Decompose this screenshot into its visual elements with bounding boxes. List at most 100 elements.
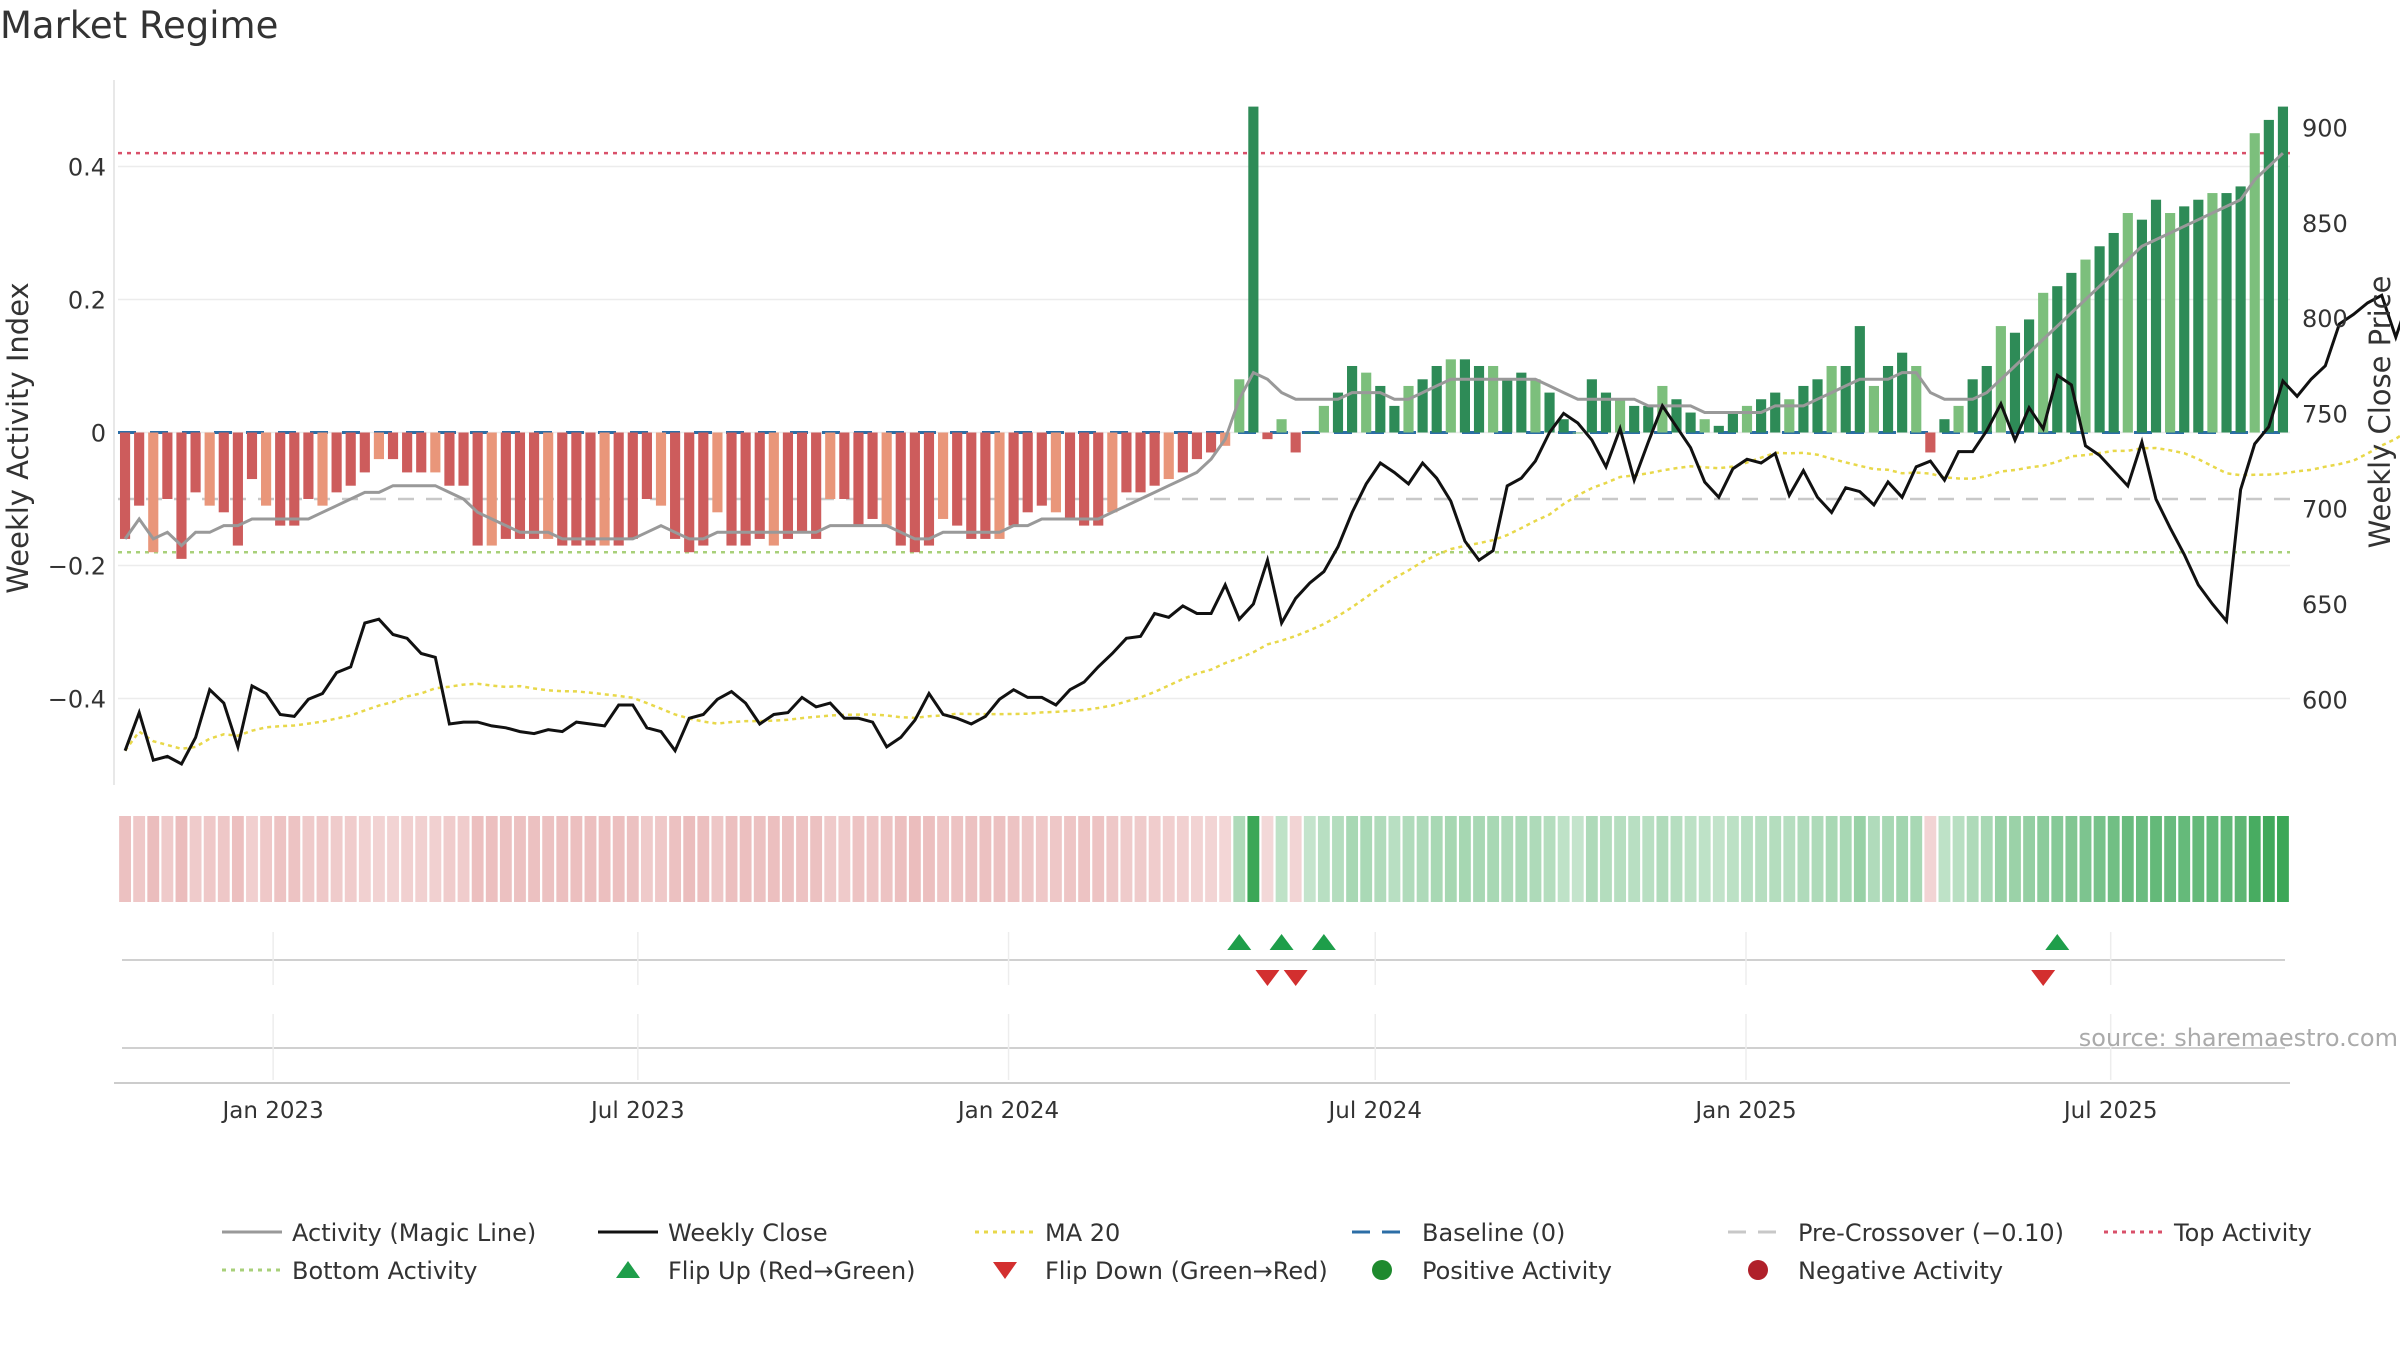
x-axis: Jan 2023 Jul 2023 Jan 2024 Jul 2024 Jan 2025… — [114, 1082, 2290, 1124]
activity-bar — [1812, 379, 1823, 433]
regime-ribbon — [119, 816, 2289, 902]
activity-bar — [303, 432, 314, 500]
ribbon-cell — [1233, 816, 1246, 902]
ribbon-cell — [767, 816, 780, 902]
legend-negative-activity: Negative Activity — [1748, 1257, 2003, 1285]
activity-bar — [1502, 379, 1513, 433]
ribbon-cell — [1529, 816, 1542, 902]
legend-label: Top Activity — [2173, 1219, 2312, 1247]
legend-label: Pre-Crossover (−0.10) — [1798, 1219, 2064, 1247]
activity-bar — [162, 432, 173, 500]
ribbon-cell — [175, 816, 188, 902]
activity-bar — [1911, 365, 1922, 433]
activity-bar — [1614, 399, 1626, 433]
ribbon-cell — [1839, 816, 1852, 902]
ribbon-cell — [1868, 816, 1880, 902]
activity-bar — [726, 432, 737, 546]
ribbon-cell — [415, 816, 428, 902]
activity-bar — [416, 432, 427, 473]
ribbon-cell — [2262, 816, 2275, 902]
activity-bar — [1093, 432, 1104, 526]
right-tick-label: 700 — [2302, 496, 2348, 524]
left-tick-label: −0.2 — [48, 553, 106, 581]
ribbon-cell — [598, 816, 611, 902]
ribbon-cell — [542, 816, 555, 902]
activity-bar — [2193, 199, 2204, 433]
ribbon-cell — [697, 816, 710, 902]
activity-bar — [1727, 412, 1738, 433]
flip-up-marker — [2045, 934, 2070, 950]
ribbon-cell — [1585, 816, 1598, 902]
ribbon-cell — [1853, 816, 1866, 902]
ribbon-cell — [2093, 816, 2106, 902]
ribbon-cell — [1261, 816, 1274, 902]
activity-bar — [458, 432, 469, 486]
activity-bar — [2179, 206, 2190, 433]
activity-bar — [275, 432, 286, 526]
ribbon-cell — [1755, 816, 1768, 902]
activity-bar — [811, 432, 822, 539]
ribbon-cell — [2206, 816, 2219, 902]
activity-bar — [1981, 365, 1992, 433]
ribbon-cell — [1360, 816, 1373, 902]
ribbon-cell — [683, 816, 696, 902]
ribbon-cell — [640, 816, 653, 902]
ribbon-cell — [1501, 816, 1514, 902]
activity-bar — [2066, 272, 2077, 433]
ribbon-cell — [1134, 816, 1147, 902]
ribbon-cell — [1430, 816, 1443, 902]
activity-bar — [204, 432, 215, 506]
ribbon-cell — [2065, 816, 2078, 902]
ribbon-cell — [2178, 816, 2191, 902]
activity-bar — [1050, 432, 1061, 513]
activity-bar — [1121, 432, 1132, 493]
ribbon-cell — [1444, 816, 1457, 902]
activity-bar — [1756, 399, 1767, 433]
ribbon-cell — [753, 816, 766, 902]
ribbon-cell — [570, 816, 583, 902]
ribbon-cell — [1882, 816, 1894, 902]
activity-bar — [853, 432, 864, 526]
ribbon-cell — [1021, 816, 1034, 902]
ribbon-cell — [1487, 816, 1500, 902]
activity-bar — [881, 432, 892, 526]
ribbon-cell — [1416, 816, 1429, 902]
ribbon-cell — [965, 816, 978, 902]
activity-bar — [895, 432, 906, 546]
activity-bar — [1276, 419, 1287, 433]
ribbon-cell — [1712, 816, 1725, 902]
ma20-line — [124, 434, 2400, 752]
ribbon-cell — [387, 816, 399, 902]
legend-label: MA 20 — [1045, 1219, 1120, 1247]
activity-bar — [1600, 392, 1612, 433]
activity-bar — [1516, 372, 1527, 433]
ribbon-cell — [133, 816, 146, 902]
ribbon-cell — [344, 816, 357, 902]
legend-swatch — [1748, 1260, 1768, 1280]
ribbon-cell — [2121, 816, 2134, 902]
activity-bar — [1149, 432, 1160, 486]
ribbon-cell — [1317, 816, 1330, 902]
ribbon-cell — [485, 816, 498, 902]
activity-bar — [2009, 332, 2021, 433]
ribbon-cell — [584, 816, 597, 902]
activity-bar — [952, 432, 963, 526]
activity-bar — [176, 432, 187, 559]
activity-bar — [1064, 432, 1076, 519]
left-tick-label: 0.4 — [68, 153, 106, 181]
activity-bar — [1403, 385, 1414, 433]
right-tick-label: 650 — [2302, 591, 2348, 619]
legend-label: Weekly Close — [668, 1219, 828, 1247]
legend-label: Negative Activity — [1798, 1257, 2003, 1285]
activity-bar — [190, 432, 201, 493]
activity-bar — [543, 432, 554, 539]
ribbon-cell — [1162, 816, 1175, 902]
activity-bar — [557, 432, 568, 546]
activity-bar — [698, 432, 709, 546]
activity-bar — [712, 432, 723, 513]
activity-bar — [2235, 186, 2246, 433]
flip-up-marker — [1311, 934, 1336, 950]
activity-bar — [2165, 213, 2176, 433]
ribbon-cell — [556, 816, 569, 902]
ribbon-cell — [443, 816, 456, 902]
